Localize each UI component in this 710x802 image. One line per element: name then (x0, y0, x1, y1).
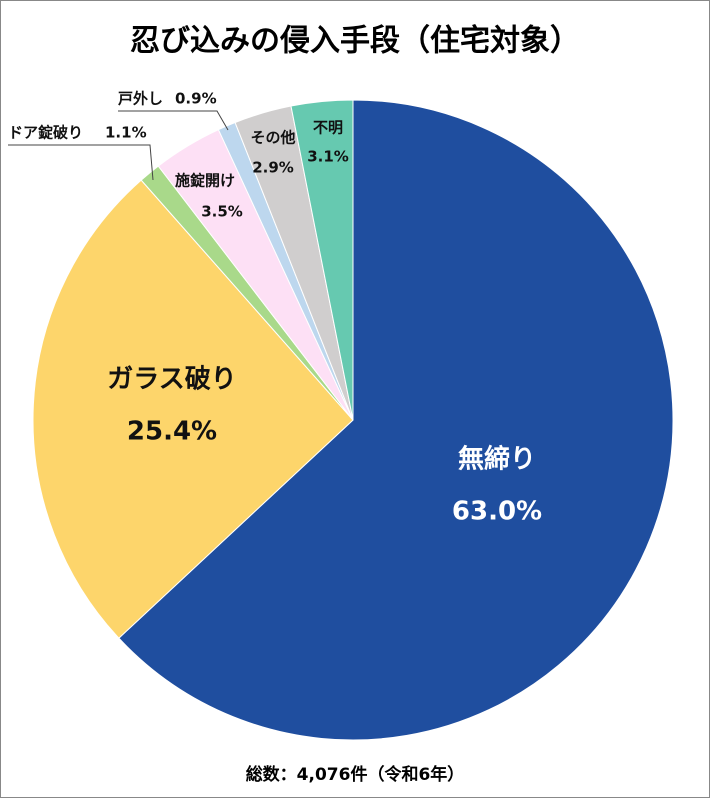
value-label: 63.0% (452, 497, 542, 527)
slice-label: 施錠開け (175, 172, 235, 190)
slice-label: 不明 (313, 119, 343, 137)
leader-line (118, 110, 229, 131)
pie-slice (32, 179, 354, 639)
slice-label: ドア錠破り (8, 124, 83, 142)
slice-label: 戸外し (118, 90, 163, 108)
slice-label: ガラス破り (107, 365, 236, 395)
value-label: 1.1% (105, 124, 147, 142)
value-label: 25.4% (127, 417, 217, 447)
slice-label: その他 (250, 129, 295, 147)
value-label: 3.1% (307, 148, 349, 166)
chart-note: 総数：4,076件（令和6年） (246, 764, 465, 785)
value-label: 2.9% (252, 159, 294, 177)
value-label: 3.5% (201, 203, 243, 221)
slice-label: 無締り (458, 444, 536, 475)
leader-line (8, 144, 154, 181)
chart-title: 忍び込みの侵入手段（住宅対象） (130, 24, 580, 59)
value-label: 0.9% (175, 90, 217, 108)
pie-slice (290, 99, 354, 421)
pie-slice (118, 99, 674, 741)
